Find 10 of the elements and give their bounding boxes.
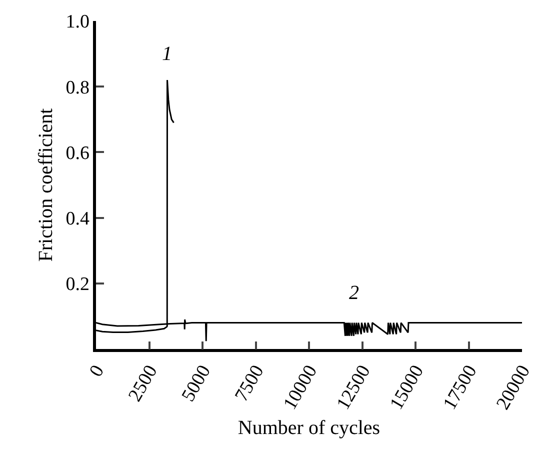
y-tick-label: 0.6 [66, 142, 90, 164]
series-label: 1 [162, 43, 172, 65]
y-tick-label: 0.2 [66, 274, 90, 296]
y-tick-label: 0.4 [66, 208, 90, 230]
y-tick-label: 1.0 [66, 12, 90, 33]
y-axis-title: Friction coefficient [35, 108, 58, 262]
y-tick-label: 0.8 [66, 77, 90, 98]
x-axis-title: Number of cycles [238, 416, 380, 439]
series-label: 2 [349, 282, 359, 304]
x-tick-label: 0 [86, 362, 109, 381]
